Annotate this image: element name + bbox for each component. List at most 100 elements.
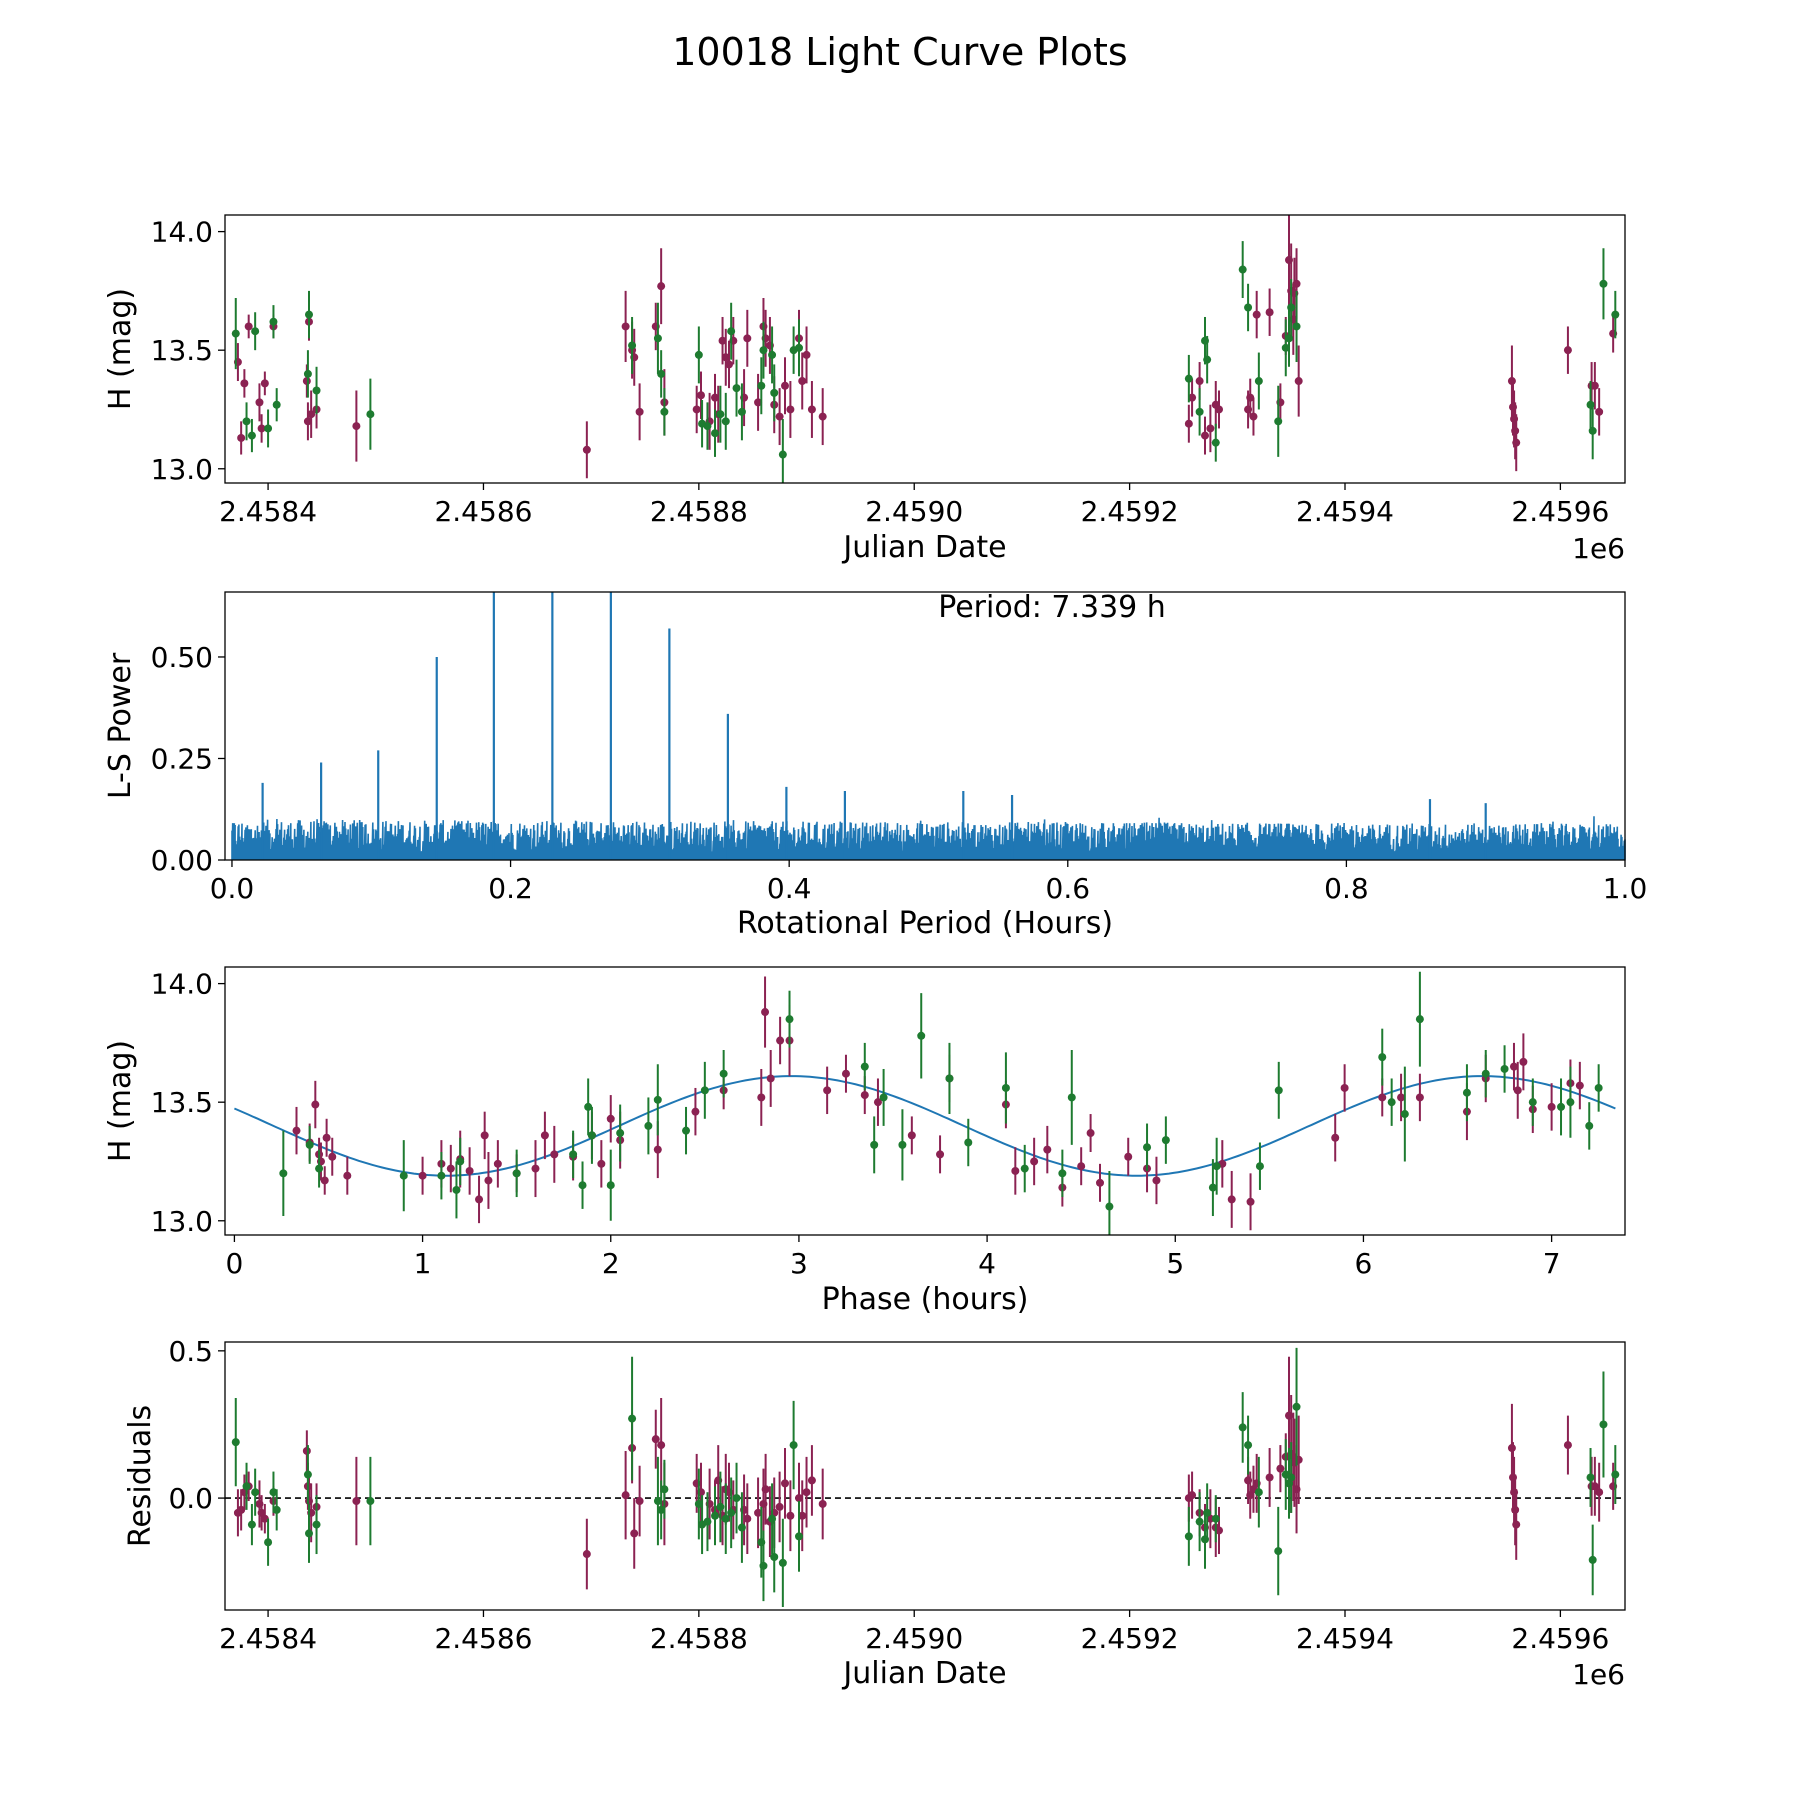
phased-curve-point-filter_b: [1415, 1015, 1424, 1024]
residuals-point-filter_a: [651, 1435, 660, 1444]
light-curve-ytick-label: 13.0: [151, 453, 213, 486]
light-curve-point-filter_b: [1254, 377, 1263, 386]
residuals-point-filter_b: [789, 1441, 798, 1450]
light-curve-point-filter_a: [802, 350, 811, 359]
phased-curve-point-filter_b: [578, 1181, 587, 1190]
phased-curve-point-filter_b: [898, 1140, 907, 1149]
residuals-point-filter_a: [754, 1508, 763, 1517]
light-curve-point-filter_a: [1511, 426, 1520, 435]
phased-curve-point-filter_a: [766, 1074, 775, 1083]
phased-curve-point-filter_a: [757, 1093, 766, 1102]
residuals-point-filter_b: [660, 1485, 669, 1494]
phased-curve-point-filter_b: [1594, 1083, 1603, 1092]
residuals-point-filter_a: [1590, 1482, 1599, 1491]
phased-curve-xtick-label: 5: [1166, 1247, 1184, 1280]
light-curve-point-filter_a: [1249, 412, 1258, 421]
phased-curve-point-filter_a: [1096, 1178, 1104, 1187]
light-curve-point-filter_b: [660, 407, 669, 416]
light-curve-point-filter_a: [307, 410, 316, 419]
residuals-point-filter_a: [582, 1550, 591, 1559]
phased-curve-point-filter_b: [616, 1129, 625, 1138]
phased-curve-point-filter_b: [1585, 1121, 1594, 1130]
light-curve-point-filter_a: [621, 322, 630, 331]
periodogram-frame: [224, 591, 1626, 861]
residuals-point-filter_b: [657, 1505, 666, 1514]
phased-curve-point-filter_a: [1152, 1176, 1161, 1185]
residuals-point-filter_a: [743, 1514, 752, 1523]
residuals-point-filter_b: [1588, 1555, 1597, 1564]
light-curve-point-filter_a: [1195, 377, 1204, 386]
light-curve-point-filter_b: [269, 317, 278, 326]
phased-curve-point-filter_a: [823, 1086, 832, 1095]
residuals-point-filter_a: [352, 1497, 361, 1506]
light-curve-point-filter_a: [260, 379, 269, 388]
light-curve-point-filter_b: [711, 429, 719, 438]
light-curve-xtick-label: 2.4586: [434, 495, 532, 528]
residuals-point-filter_b: [1274, 1547, 1283, 1556]
residuals-point-filter_a: [1512, 1520, 1521, 1529]
light-curve-point-filter_a: [754, 398, 763, 407]
residuals-point-filter_a: [781, 1479, 789, 1488]
phased-curve-point-filter_b: [1212, 1162, 1221, 1171]
light-curve-point-filter_a: [255, 398, 264, 407]
residuals-point-filter_b: [251, 1488, 260, 1497]
phased-curve-point-filter_a: [1547, 1102, 1556, 1111]
residuals-point-filter_b: [694, 1499, 703, 1508]
light-curve-point-filter_a: [237, 433, 246, 442]
light-curve-point-filter_b: [1184, 374, 1193, 383]
phased-curve-point-filter_b: [1566, 1098, 1575, 1107]
light-curve-point-filter_a: [1265, 308, 1274, 317]
residuals-point-filter_a: [621, 1491, 630, 1500]
phased-curve-point-filter_b: [305, 1140, 314, 1149]
phased-curve-point-filter_b: [700, 1086, 709, 1095]
phased-curve-point-filter_a: [1124, 1152, 1133, 1161]
light-curve-point-filter_a: [697, 391, 705, 400]
phased-curve-point-filter_b: [452, 1185, 461, 1194]
periodogram-xtick-label: 1.0: [1603, 872, 1648, 905]
phased-curve-point-filter_a: [465, 1166, 474, 1175]
phased-curve-point-filter_a: [343, 1171, 352, 1180]
phased-curve-point-filter_b: [719, 1069, 728, 1078]
light-curve-point-filter_a: [1595, 407, 1604, 416]
residuals-point-filter_b: [653, 1497, 662, 1506]
phased-curve-point-filter_a: [446, 1164, 455, 1173]
light-curve-marks: [231, 215, 1620, 483]
periodogram-xtick-label: 0.2: [488, 872, 533, 905]
periodogram-power-line: [231, 816, 1626, 861]
residuals-point-filter_a: [657, 1441, 666, 1450]
phased-curve-ylabel: H (mag): [103, 1040, 138, 1162]
residuals-point-filter_b: [269, 1488, 278, 1497]
residuals-point-filter_b: [1211, 1514, 1220, 1523]
light-curve-point-filter_b: [1611, 310, 1620, 319]
phased-curve-point-filter_b: [399, 1171, 408, 1180]
light-curve-point-filter_b: [251, 327, 260, 336]
period-annotation: Period: 7.339 h: [938, 590, 1166, 625]
phased-curve-point-filter_a: [1509, 1062, 1518, 1071]
light-curve-point-filter_a: [1563, 346, 1572, 355]
phased-curve-point-filter_b: [315, 1164, 324, 1173]
phased-curve-point-filter_a: [907, 1131, 916, 1140]
residuals-point-filter_b: [1195, 1517, 1204, 1526]
light-curve-point-filter_a: [807, 405, 816, 414]
phased-curve-ytick-label: 14.0: [151, 968, 213, 1001]
residuals-point-filter_a: [1215, 1526, 1223, 1535]
residuals-point-filter_b: [721, 1514, 730, 1523]
light-curve-point-filter_b: [703, 422, 712, 431]
light-curve-point-filter_b: [312, 386, 321, 395]
residuals-point-filter_b: [778, 1558, 787, 1567]
phased-curve-point-filter_a: [841, 1069, 850, 1078]
phased-curve-point-filter_a: [484, 1176, 493, 1185]
residuals-x-offset: 1e6: [1572, 1658, 1625, 1691]
light-curve-ytick-label: 14.0: [151, 216, 213, 249]
light-curve-point-filter_b: [727, 327, 736, 336]
light-curve-point-filter_b: [1287, 303, 1296, 312]
phased-curve-point-filter_a: [550, 1150, 559, 1159]
phased-curve-point-filter_a: [322, 1133, 331, 1142]
light-curve-point-filter_a: [718, 336, 727, 345]
phased-curve-point-filter_a: [1415, 1093, 1424, 1102]
phased-curve-marks: [234, 971, 1616, 1235]
residuals-point-filter_b: [312, 1520, 321, 1529]
residuals-point-filter_b: [305, 1529, 313, 1538]
residuals-point-filter_a: [1507, 1444, 1516, 1453]
